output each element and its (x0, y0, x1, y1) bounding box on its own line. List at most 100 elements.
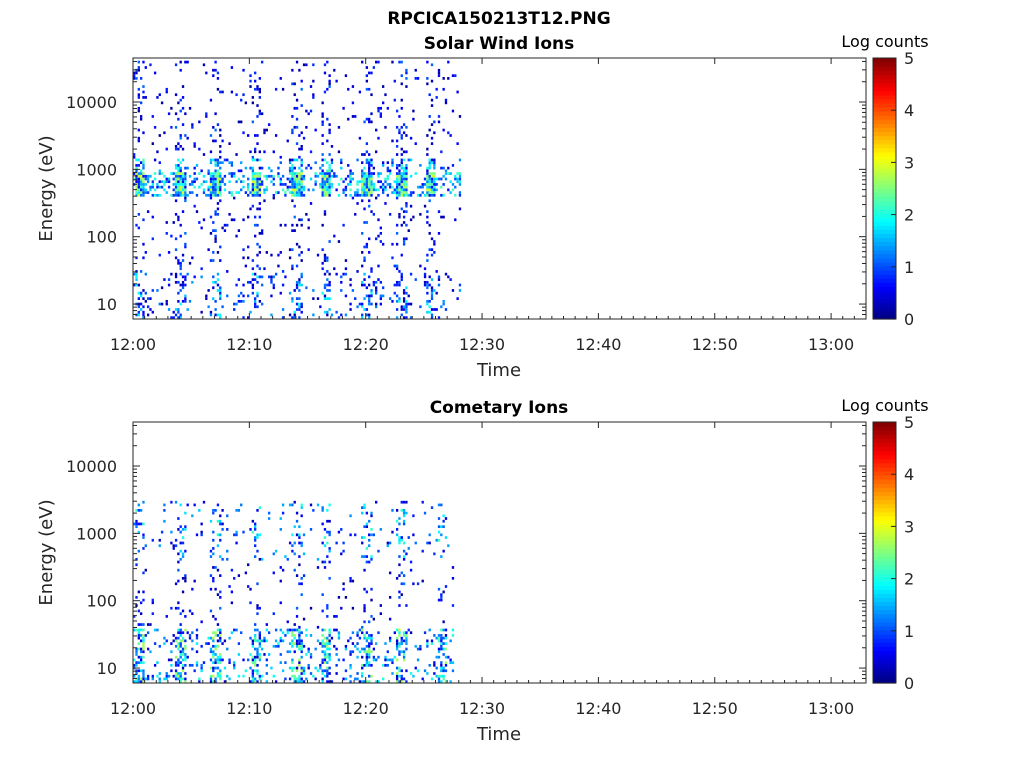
heatmap-cell (326, 555, 329, 558)
heatmap-cell (216, 191, 220, 194)
heatmap-cell (181, 183, 185, 186)
heatmap-cell (358, 302, 362, 306)
heatmap-cell (174, 248, 178, 252)
heatmap-cell (247, 185, 250, 189)
heatmap-cell (219, 90, 222, 94)
heatmap-cell (254, 555, 257, 558)
heatmap-cell (323, 650, 327, 654)
heatmap-cell (281, 511, 285, 515)
heatmap-cell (340, 528, 343, 531)
heatmap-cell (428, 188, 431, 192)
solar-wind-y-label: Energy (eV) (36, 135, 57, 241)
heatmap-cell (405, 150, 408, 154)
heatmap-cell (133, 283, 136, 287)
heatmap-cell (326, 185, 329, 189)
heatmap-cell (314, 677, 317, 681)
heatmap-cell (251, 204, 255, 208)
heatmap-cell (219, 155, 222, 159)
heatmap-cell (368, 87, 371, 91)
heatmap-cell (365, 308, 369, 311)
heatmap-cell (298, 582, 301, 586)
heatmap-cell (365, 650, 369, 654)
heatmap-cell (172, 544, 175, 548)
heatmap-cell (170, 650, 173, 654)
heatmap-cell (302, 188, 306, 192)
colorbar-segment (873, 548, 896, 554)
heatmap-cell (365, 661, 369, 664)
heatmap-cell (428, 628, 431, 632)
heatmap-cell (177, 677, 180, 681)
heatmap-cell (375, 642, 378, 645)
heatmap-cell (363, 172, 366, 175)
heatmap-cell (395, 628, 399, 632)
heatmap-cell (258, 677, 261, 681)
heatmap-cell (293, 172, 296, 175)
heatmap-cell (179, 642, 182, 645)
heatmap-cell (179, 223, 182, 227)
heatmap-cell (321, 650, 324, 654)
heatmap-cell (135, 647, 138, 651)
heatmap-cell (433, 251, 436, 254)
heatmap-cell (274, 549, 278, 553)
heatmap-cell (437, 647, 441, 651)
heatmap-cell (300, 650, 303, 654)
heatmap-cell (172, 172, 175, 175)
heatmap-cell (307, 666, 310, 670)
heatmap-cell (312, 313, 315, 317)
heatmap-cell (219, 555, 222, 558)
heatmap-cell (142, 647, 145, 651)
heatmap-cell (265, 663, 268, 667)
heatmap-cell (437, 115, 441, 118)
heatmap-cell (298, 658, 301, 662)
heatmap-cell (375, 289, 378, 292)
heatmap-cell (270, 278, 273, 281)
heatmap-cell (365, 87, 369, 91)
heatmap-cell (361, 193, 364, 197)
heatmap-cell (146, 305, 150, 309)
heatmap-cell (435, 291, 438, 295)
heatmap-cell (344, 294, 348, 298)
heatmap-cell (402, 634, 406, 637)
heatmap-cell (398, 115, 401, 118)
heatmap-cell (184, 174, 187, 178)
heatmap-cell (214, 677, 217, 681)
heatmap-cell (363, 193, 366, 197)
heatmap-cell (428, 185, 431, 189)
heatmap-cell (435, 538, 438, 542)
heatmap-cell (177, 299, 180, 303)
heatmap-cell (258, 109, 261, 113)
heatmap-cell (316, 639, 320, 643)
heatmap-cell (249, 166, 252, 170)
heatmap-cell (361, 177, 364, 181)
heatmap-cell (184, 134, 187, 137)
heatmap-cell (405, 134, 408, 137)
heatmap-cell (209, 636, 213, 640)
heatmap-cell (163, 503, 166, 507)
heatmap-cell (158, 93, 161, 97)
heatmap-cell (414, 77, 417, 80)
heatmap-cell (419, 212, 422, 216)
heatmap-cell (288, 650, 292, 654)
heatmap-cell (384, 180, 387, 184)
heatmap-cell (293, 204, 296, 208)
heatmap-cell (302, 63, 306, 67)
heatmap-cell (214, 188, 217, 192)
colorbar-tick-label: 1 (904, 258, 914, 277)
heatmap-cell (405, 511, 408, 515)
heatmap-cell (158, 680, 161, 683)
heatmap-cell (286, 177, 289, 181)
heatmap-cell (372, 166, 376, 170)
heatmap-cell (177, 261, 180, 265)
colorbar-segment (873, 609, 896, 615)
heatmap-cell (323, 158, 327, 162)
heatmap-cell (181, 653, 185, 656)
heatmap-cell (156, 661, 159, 664)
heatmap-cell (158, 677, 161, 681)
heatmap-cell (337, 150, 341, 154)
heatmap-cell (414, 644, 417, 648)
heatmap-cell (177, 185, 180, 189)
heatmap-cell (139, 628, 143, 632)
heatmap-cell (179, 98, 182, 102)
heatmap-cell (244, 166, 248, 170)
